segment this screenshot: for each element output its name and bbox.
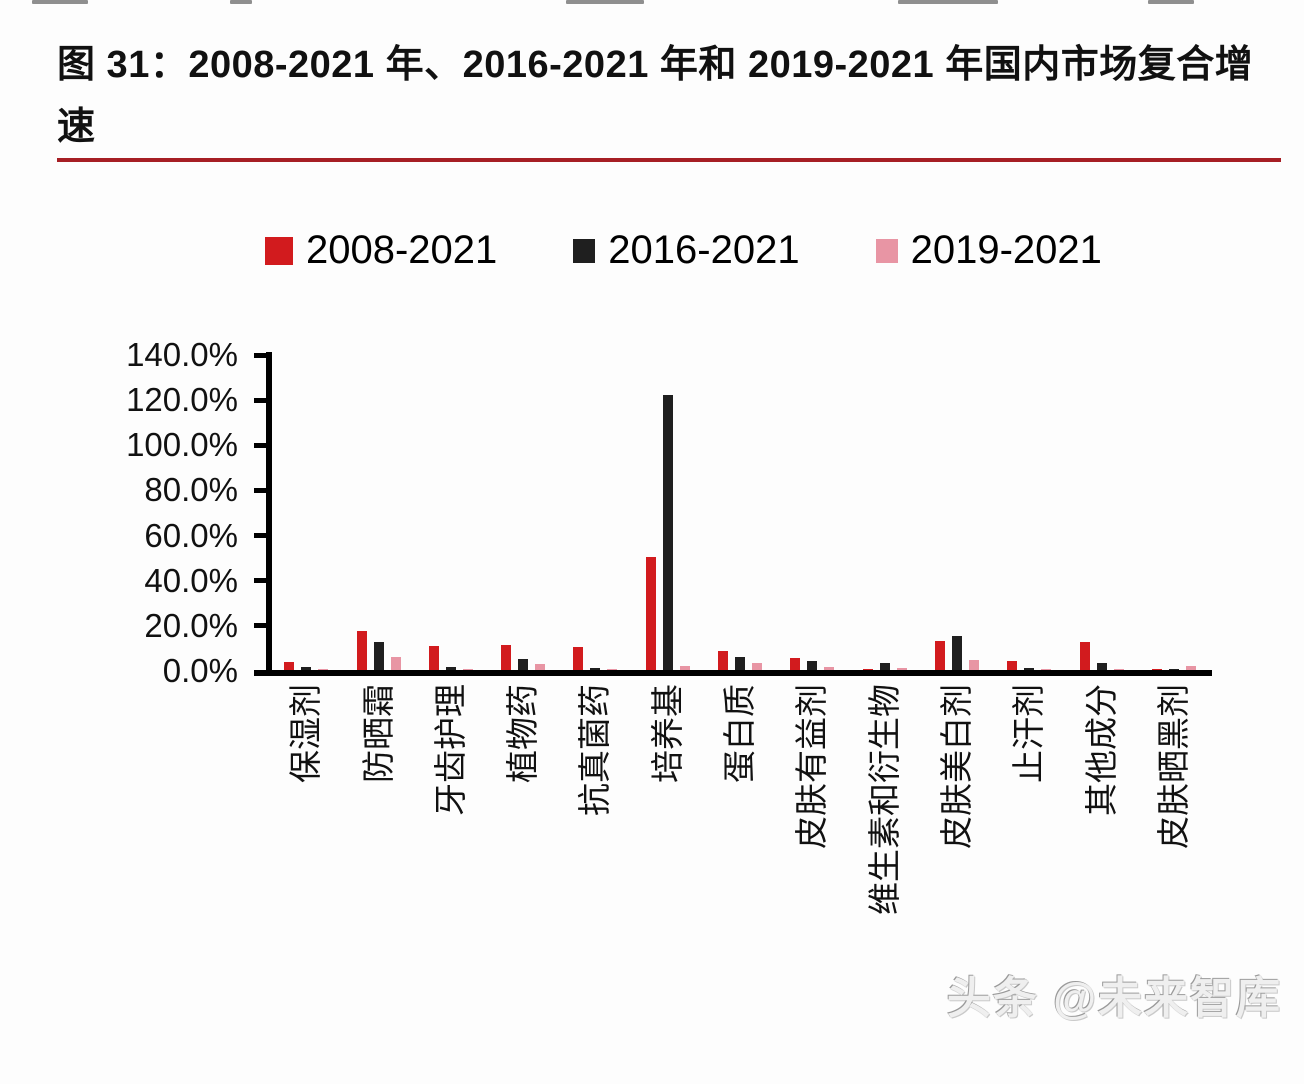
text-fragment — [566, 0, 644, 4]
bar-2016-2021-牙齿护理 — [445, 666, 456, 670]
bar-2016-2021-培养基 — [662, 394, 673, 670]
y-axis-tick-label: 140.0% — [126, 336, 238, 373]
text-fragment — [898, 0, 998, 4]
legend-item-2008-2021: 2008-2021 — [265, 228, 497, 273]
bar-2016-2021-皮肤有益剂 — [807, 661, 818, 670]
y-axis-tick — [254, 487, 266, 493]
y-axis-tick — [254, 533, 266, 539]
x-axis-category-label: 保湿剂 — [287, 684, 325, 783]
bar-2008-2021-其他成分 — [1079, 641, 1090, 670]
bar-2008-2021-植物药 — [501, 645, 512, 670]
figure-caption: 图 31：2008-2021 年、2016-2021 年和 2019-2021 … — [57, 44, 1254, 148]
y-axis-tick-label: 60.0% — [144, 516, 238, 554]
bar-2008-2021-保湿剂 — [284, 662, 295, 670]
bar-2019-2021-其他成分 — [1113, 668, 1124, 670]
bar-2016-2021-蛋白质 — [735, 656, 745, 670]
y-axis-tick-label: 100.0% — [126, 426, 238, 464]
bar-2016-2021-维生素和衍生物 — [879, 663, 890, 670]
y-axis-tick — [254, 442, 266, 448]
bar-2019-2021-止汗剂 — [1041, 668, 1052, 670]
bar-2019-2021-维生素和衍生物 — [896, 667, 907, 670]
y-axis-tick-label: 120.0% — [126, 381, 238, 419]
bar-2016-2021-皮肤晒黑剂 — [1168, 669, 1179, 670]
chart-legend: 2008-2021 2016-2021 2019-2021 — [265, 228, 1102, 273]
bar-2008-2021-蛋白质 — [718, 650, 728, 670]
x-axis-category-label: 培养基 — [648, 684, 686, 783]
bar-2019-2021-皮肤美白剂 — [968, 659, 979, 670]
y-axis-tick-label: 0.0% — [162, 652, 238, 689]
y-axis-tick-label: 80.0% — [144, 471, 238, 509]
bar-2019-2021-皮肤晒黑剂 — [1185, 665, 1196, 670]
legend-swatch-icon — [573, 238, 596, 263]
x-axis-category-label: 抗真菌药 — [576, 684, 614, 816]
legend-label: 2008-2021 — [306, 228, 498, 272]
text-fragment — [1148, 0, 1194, 4]
bar-2016-2021-植物药 — [518, 658, 529, 670]
text-fragment — [32, 0, 88, 4]
y-axis-tick-label: 20.0% — [144, 606, 238, 644]
bar-2019-2021-培养基 — [679, 665, 690, 670]
y-axis-line — [266, 352, 272, 674]
bar-2008-2021-皮肤美白剂 — [934, 640, 945, 670]
bar-2008-2021-防晒霜 — [356, 630, 367, 670]
bar-2016-2021-皮肤美白剂 — [951, 636, 962, 670]
y-axis-tick — [254, 578, 266, 584]
bar-2019-2021-牙齿护理 — [462, 668, 473, 670]
bar-2008-2021-皮肤晒黑剂 — [1151, 669, 1162, 670]
x-axis-category-label: 维生素和衍生物 — [865, 684, 903, 915]
y-axis-tick-label: 40.0% — [144, 561, 238, 599]
legend-label: 2016-2021 — [608, 228, 800, 272]
bar-2019-2021-防晒霜 — [390, 656, 401, 670]
bar-2019-2021-植物药 — [535, 664, 546, 670]
x-axis-category-label: 皮肤有益剂 — [793, 684, 831, 849]
y-axis-tick — [254, 397, 266, 403]
x-axis-category-label: 牙齿护理 — [431, 684, 469, 816]
caption-divider-rule — [57, 158, 1281, 162]
bar-2008-2021-止汗剂 — [1007, 661, 1018, 670]
text-fragment — [230, 0, 252, 4]
bar-2019-2021-抗真菌药 — [607, 668, 618, 670]
watermark: 头条 @未来智库 — [946, 974, 1282, 1023]
legend-item-2016-2021: 2016-2021 — [573, 228, 800, 273]
bar-2008-2021-皮肤有益剂 — [790, 657, 801, 670]
legend-item-2019-2021: 2019-2021 — [875, 228, 1102, 273]
legend-swatch-icon — [875, 238, 898, 263]
bar-2008-2021-培养基 — [645, 557, 656, 670]
bar-2016-2021-防晒霜 — [373, 641, 384, 670]
x-axis-category-label: 防晒霜 — [359, 684, 397, 783]
x-axis-line — [254, 670, 1212, 676]
bar-2016-2021-止汗剂 — [1024, 667, 1035, 670]
y-axis-tick — [254, 352, 266, 358]
y-axis-tick — [254, 623, 266, 629]
bar-2016-2021-保湿剂 — [301, 666, 312, 670]
bar-2008-2021-维生素和衍生物 — [862, 668, 873, 670]
bar-2019-2021-保湿剂 — [318, 668, 329, 670]
x-axis-category-label: 蛋白质 — [721, 684, 758, 783]
bar-2019-2021-皮肤有益剂 — [824, 666, 835, 670]
bar-2008-2021-抗真菌药 — [573, 647, 584, 670]
legend-label: 2019-2021 — [910, 228, 1102, 272]
x-axis-category-label: 植物药 — [504, 684, 542, 783]
legend-swatch-icon — [265, 236, 293, 265]
bar-2016-2021-其他成分 — [1096, 663, 1107, 670]
bar-2016-2021-抗真菌药 — [590, 667, 601, 670]
bar-2019-2021-蛋白质 — [752, 663, 762, 670]
bar-2008-2021-牙齿护理 — [428, 646, 439, 670]
